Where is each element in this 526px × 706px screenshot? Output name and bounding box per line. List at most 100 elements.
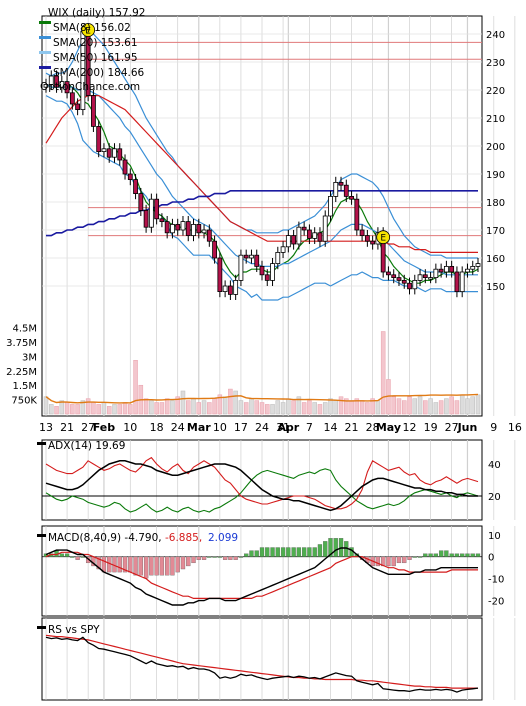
volume-bar [449,396,454,415]
macd-histogram-bar [180,556,186,570]
candle [238,254,244,281]
x-tick-label: 14 [323,421,337,434]
x-tick-label: 7 [306,421,313,434]
volume-bar [75,404,80,415]
macd-histogram-bar [207,556,212,558]
bollinger-upper [45,33,478,259]
macd-histogram-bar [438,550,444,557]
volume-bar [228,388,233,415]
macd-histogram-bar [175,556,180,573]
candle [301,226,307,231]
volume-bar [91,402,96,415]
candle [438,268,444,273]
x-tick-label: Apr [277,421,299,434]
candle [148,198,154,228]
macd-histogram-bar [233,556,238,560]
candle [212,240,217,259]
candle [401,279,407,284]
macd-histogram-bar [386,556,391,567]
macd-histogram-bar [275,547,280,557]
x-tick-label: 24 [255,421,269,434]
candle [117,148,123,161]
volume-bar [59,400,65,415]
legend-swatch [39,51,51,54]
volume-bar [159,402,165,415]
volume-bar [428,398,433,415]
candle [317,232,323,242]
macd-histogram-bar [333,538,338,557]
macd-tick-label: -20 [488,597,504,608]
macd-histogram-bar [475,553,481,557]
volume-bar [233,390,238,415]
price-tick-label: 240 [486,30,505,41]
candle [185,221,191,237]
volume-bar [243,402,249,415]
macd-histogram-bar [70,556,75,558]
volume-tick-label: 2.25M [6,367,37,378]
legend-swatch [37,534,46,537]
macd-histogram-bar [222,556,228,560]
macd-histogram-bar [159,556,165,576]
candle [264,274,270,281]
adx-panel [37,442,482,513]
candle [428,277,433,280]
candle [322,215,328,242]
macd-histogram-bar [449,553,454,557]
volume-bar [85,398,91,415]
macd-tick-label: 0 [488,553,494,564]
macd-histogram-bar [154,556,159,576]
macd-histogram-bar [186,556,191,567]
x-tick-label: 21 [60,421,74,434]
price-tick-label: 230 [486,58,505,69]
volume-bar [270,404,275,415]
volume-bar [459,394,465,415]
candle [112,148,117,158]
volume-bar [475,394,481,415]
macd-histogram-bar [43,553,49,557]
candle [396,277,402,281]
candle [54,75,59,88]
macd-histogram-bar [444,550,449,557]
earnings-label: E [85,27,91,37]
sma-line [45,94,478,253]
candle [180,221,186,231]
candle [359,229,365,236]
candle [43,84,49,88]
rs-panel [37,626,479,693]
volume-bar [280,402,286,415]
candle [307,229,312,239]
candle [333,181,339,197]
rs-line [45,636,479,693]
earnings-label: E [380,234,386,244]
volume-bar [365,402,370,415]
volume-tick-label: 3.75M [6,338,37,349]
volume-bar [149,400,154,415]
volume-tick-label: 3M [22,352,37,363]
macd-histogram-bar [375,556,381,567]
macd-histogram-bar [143,556,149,579]
candle [127,173,133,180]
volume-bar [101,402,107,415]
rs-line [45,634,478,689]
candle [465,268,470,273]
candle [249,254,254,259]
legend-entry: SMA(8) 156.02 [53,22,131,34]
macd-histogram-bar [307,547,312,557]
volume-bar [465,398,470,415]
volume-bar [43,396,49,415]
volume-bar [185,400,191,415]
volume-bar [70,404,75,415]
candle [449,265,455,273]
macd-panel [37,534,482,606]
macd-histogram-bar [59,553,64,557]
x-tick-label: Mar [187,421,211,434]
volume-bar [117,404,123,415]
legend-swatch [39,36,51,39]
legend-entry: SMA(200) 184.66 [53,67,145,79]
candle [196,223,202,234]
macd-histogram-bar [64,553,70,557]
x-tick-label: 9 [490,421,497,434]
macd-histogram-bar [254,550,259,557]
candle [217,257,223,292]
